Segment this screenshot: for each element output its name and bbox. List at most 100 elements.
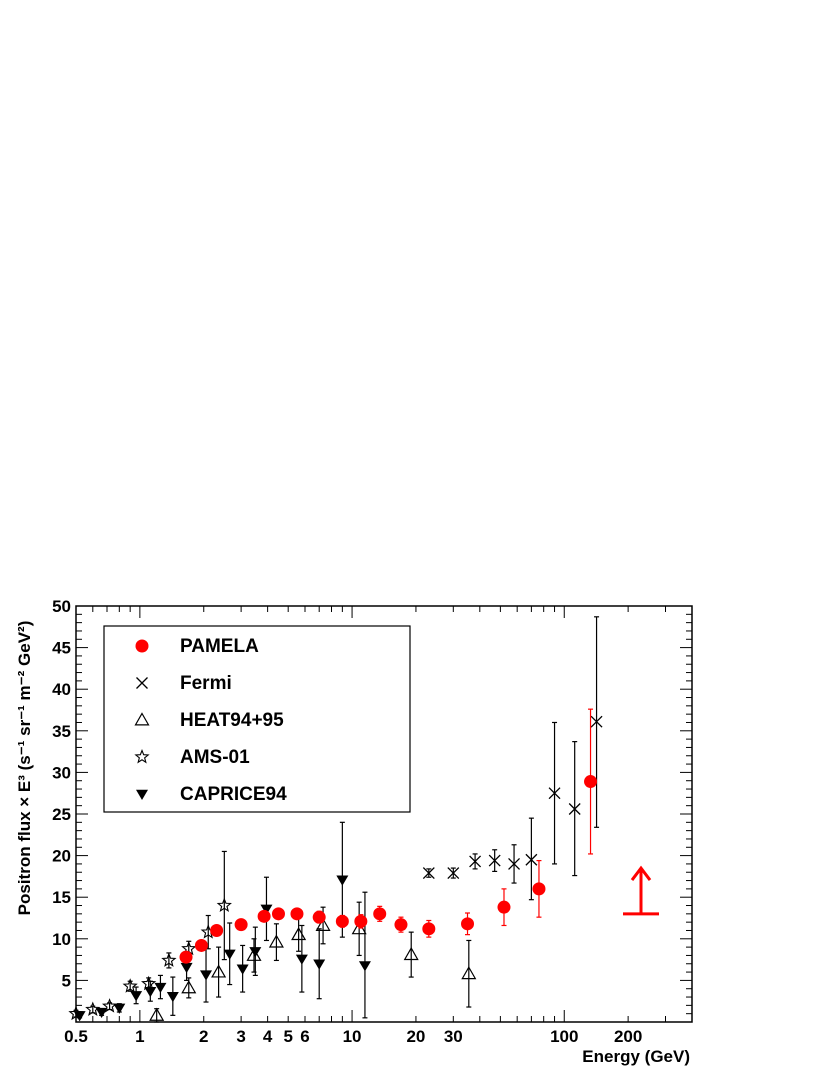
data-point: [461, 939, 477, 1008]
legend-marker-caprice94: [136, 789, 148, 800]
point-marker: [166, 992, 179, 1003]
point-marker: [216, 897, 232, 913]
data-point: [95, 1007, 108, 1019]
legend-marker-pamela: [135, 639, 149, 653]
data-point: [590, 616, 603, 828]
y-tick-label: 30: [52, 763, 71, 782]
data-point: [461, 912, 475, 936]
point-marker: [313, 959, 326, 970]
data-point: [216, 850, 232, 961]
data-point: [548, 721, 561, 865]
point-marker: [181, 980, 197, 994]
data-point: [354, 914, 368, 929]
legend-box: [103, 625, 411, 813]
point-marker: [130, 991, 143, 1002]
point-marker: [260, 904, 273, 915]
legend-label-heat: HEAT94+95: [180, 710, 284, 731]
data-point: [268, 923, 284, 962]
point-marker: [497, 900, 511, 914]
data-point: [223, 922, 236, 986]
data-point: [335, 914, 349, 928]
data-point: [179, 950, 193, 964]
data-point: [271, 907, 285, 921]
y-tick-label: 40: [52, 680, 71, 699]
x-tick-label: 10: [343, 1027, 362, 1046]
point-marker: [85, 1001, 101, 1017]
series-fermi: [422, 616, 603, 901]
data-point: [194, 938, 208, 952]
data-point: [260, 876, 273, 942]
point-marker: [488, 854, 501, 867]
point-marker: [211, 964, 227, 978]
data-point: [210, 923, 224, 937]
point-marker: [179, 950, 193, 964]
data-point: [313, 928, 326, 1000]
x-tick-label: 6: [300, 1027, 309, 1046]
point-marker: [532, 882, 546, 896]
point-marker: [141, 975, 157, 991]
data-point: [497, 888, 511, 927]
data-point: [525, 817, 538, 901]
point-marker: [315, 917, 331, 931]
upper-arrow: [623, 865, 660, 916]
x-tick-label: 20: [406, 1027, 425, 1046]
data-point: [447, 867, 460, 880]
point-marker: [144, 987, 157, 998]
point-marker: [295, 954, 308, 965]
y-tick-labels: 5 10 15 20 25 30 35 40 45 50: [52, 597, 71, 990]
data-point: [295, 924, 308, 993]
x-tick-label: 2: [199, 1027, 208, 1046]
point-marker: [447, 867, 460, 880]
point-marker: [373, 907, 387, 921]
legend-label-fermi: Fermi: [180, 673, 232, 694]
data-point: [373, 905, 387, 922]
x-tick-label: 4: [263, 1027, 273, 1046]
axis-ticks: [75, 605, 693, 1023]
data-point: [508, 844, 521, 884]
data-point: [211, 946, 227, 998]
point-marker: [336, 875, 349, 886]
data-point: [257, 909, 271, 923]
legend-markers: [134, 639, 150, 800]
x-tick-labels: 0.5 1 2 3 4 5 6 10 20 30 100 200: [64, 1027, 642, 1046]
x-tick-label: 3: [236, 1027, 245, 1046]
data-point: [403, 931, 419, 978]
point-marker: [548, 787, 561, 800]
point-marker: [290, 907, 304, 921]
y-tick-label: 35: [52, 722, 71, 741]
legend: PAMELA Fermi HEAT94+95 AMS-01 CAPRICE94: [103, 625, 411, 813]
data-point: [236, 944, 249, 993]
data-point: [144, 980, 157, 1002]
point-marker: [568, 803, 581, 815]
data-point: [422, 919, 436, 938]
data-point: [312, 910, 326, 924]
point-marker: [210, 923, 224, 937]
data-point: [584, 708, 598, 855]
point-marker: [73, 1011, 86, 1022]
point-marker: [312, 910, 326, 924]
legend-marker-heat94-95: [134, 712, 150, 726]
y-axis-title: Positron flux × E³ (s⁻¹ sr⁻¹ m⁻² GeV²): [15, 621, 34, 916]
x-axis-title: Energy (GeV): [582, 1047, 690, 1066]
data-point: [291, 917, 307, 952]
point-marker: [469, 855, 482, 868]
data-point: [488, 849, 501, 873]
point-marker: [422, 867, 435, 880]
x-tick-label: 30: [444, 1027, 463, 1046]
point-marker: [422, 922, 436, 936]
data-point: [166, 976, 179, 1016]
data-point: [200, 946, 213, 1003]
point-marker: [271, 907, 285, 921]
data-point: [73, 1011, 86, 1022]
data-point: [422, 867, 435, 880]
y-tick-label: 10: [52, 930, 71, 949]
series-layer: [68, 616, 603, 1023]
data-point: [532, 859, 546, 918]
point-marker: [590, 715, 603, 728]
point-marker: [223, 949, 236, 960]
point-marker: [161, 952, 177, 967]
data-point: [154, 974, 167, 1000]
point-marker: [508, 857, 521, 870]
legend-label-caprice: CAPRICE94: [180, 784, 287, 805]
series-pamela: [179, 708, 598, 964]
